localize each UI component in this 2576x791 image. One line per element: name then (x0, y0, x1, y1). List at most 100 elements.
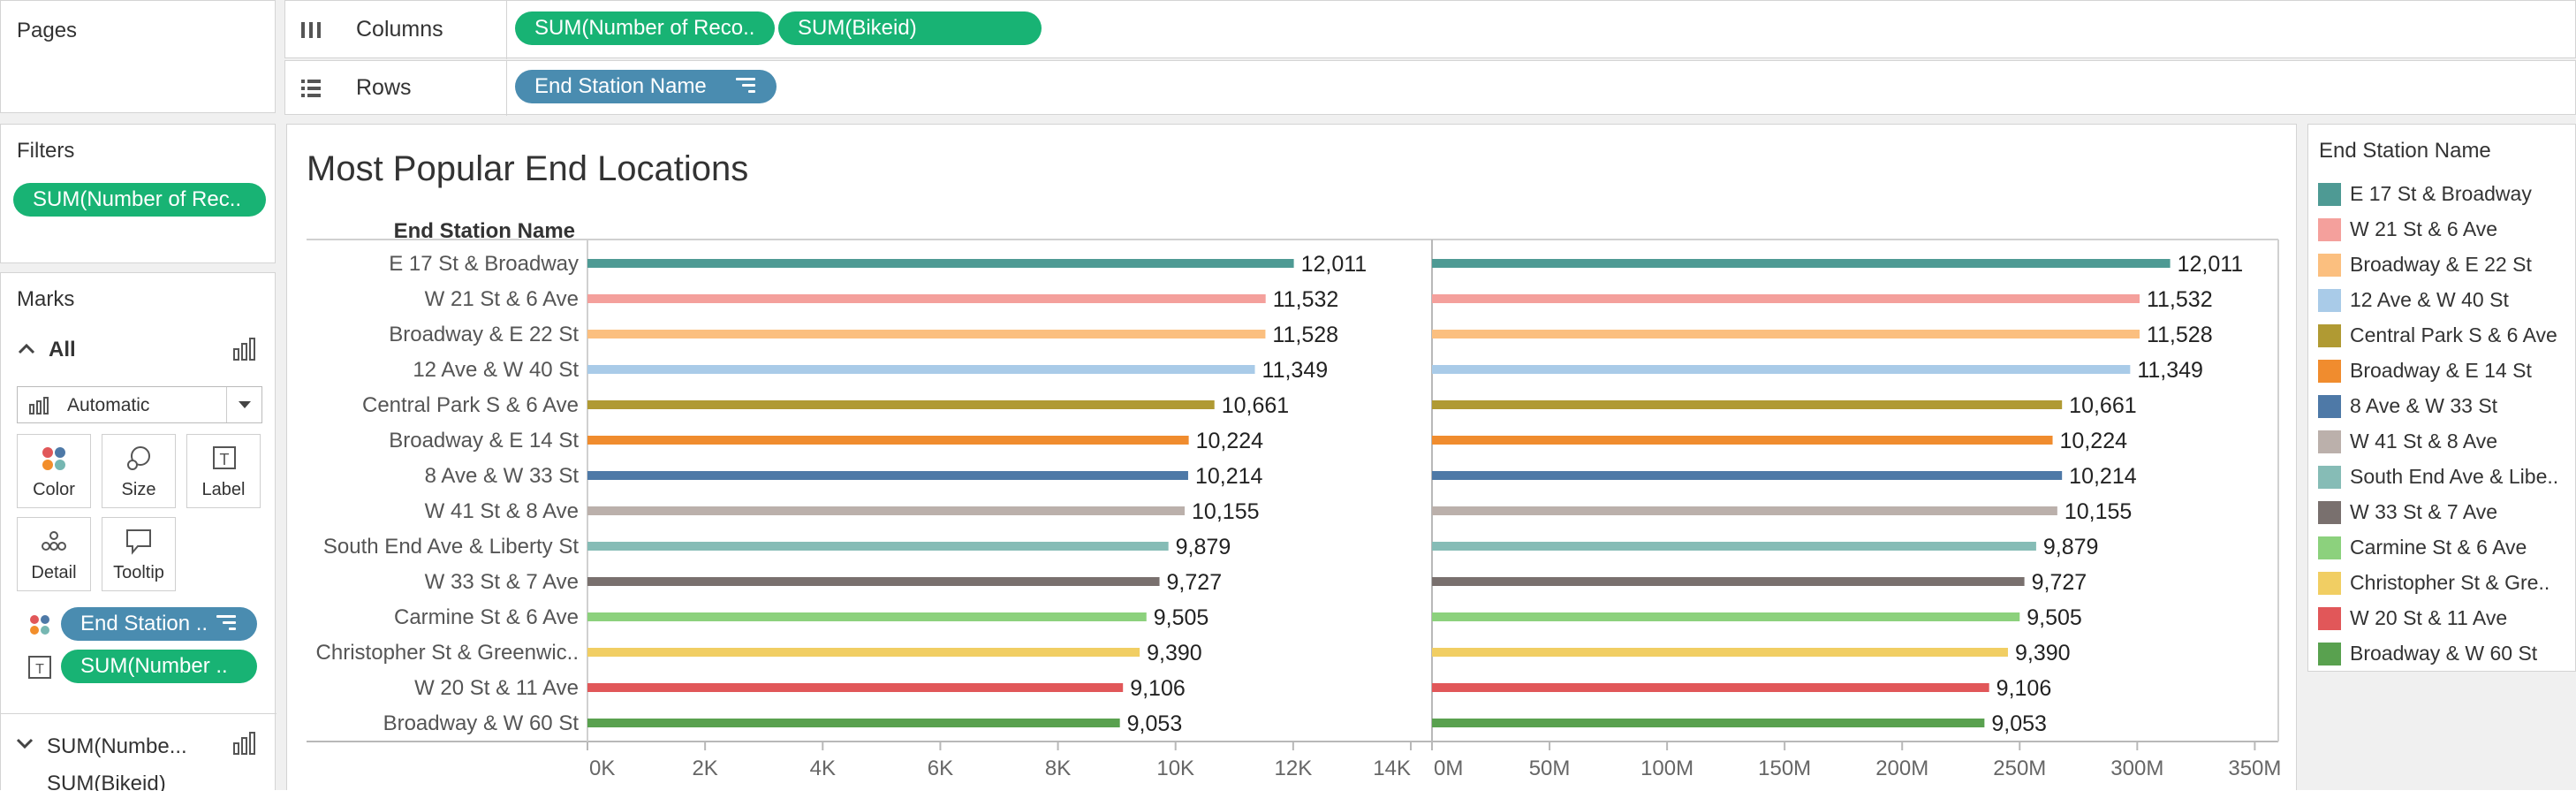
bar (587, 294, 1266, 303)
data-label: 10,224 (1196, 429, 1264, 453)
axis-tick-label: 12K (1275, 757, 1313, 780)
data-label: 10,661 (2069, 393, 2136, 418)
data-label: 10,214 (2069, 464, 2137, 489)
data-label: 11,532 (2147, 287, 2213, 312)
marks-field-label: End Station .. (80, 612, 208, 635)
bar (587, 577, 1160, 586)
legend-label: Broadway & E 22 St (2350, 253, 2532, 276)
bar (1432, 577, 2025, 586)
bar (1432, 436, 2053, 445)
data-label: 12,011 (1301, 252, 1368, 277)
marks-all-card[interactable]: All (1, 324, 277, 377)
bar (587, 612, 1147, 621)
filter-pill-number-of-records[interactable]: SUM(Number of Rec.. (13, 183, 266, 217)
columns-pill-bikeid[interactable]: SUM(Bikeid) (778, 11, 1042, 45)
detail-button-label: Detail (31, 563, 77, 582)
legend-label: Carmine St & 6 Ave (2350, 536, 2527, 559)
legend-label: Central Park S & 6 Ave (2350, 323, 2557, 346)
category-label: South End Ave & Liberty St (323, 535, 579, 559)
data-label: 10,155 (1192, 499, 1259, 524)
data-label: 9,053 (1991, 711, 2047, 736)
bar (587, 436, 1189, 445)
bar (1432, 683, 1989, 692)
mark-type-dropdown[interactable]: Automatic (17, 386, 262, 423)
size-button[interactable]: Size (102, 434, 176, 508)
legend-label: W 41 St & 8 Ave (2350, 430, 2498, 453)
shelf-divider (506, 61, 507, 116)
detail-icon (42, 531, 66, 551)
bar (1432, 400, 2063, 409)
legend-label: W 21 St & 6 Ave (2350, 217, 2498, 240)
marks-title: Marks (17, 287, 75, 311)
data-label: 9,727 (1167, 570, 1223, 595)
legend-label: 12 Ave & W 40 St (2350, 288, 2509, 311)
legend-swatch (2318, 324, 2341, 347)
legend-swatch (2318, 466, 2341, 489)
marks-field-sum-number[interactable]: SUM(Number .. (61, 650, 257, 683)
chevron-down-icon (239, 401, 251, 408)
legend-swatch (2318, 183, 2341, 206)
data-label: 10,224 (2060, 429, 2128, 453)
pages-title: Pages (17, 19, 78, 42)
legend-label: E 17 St & Broadway (2350, 182, 2532, 205)
axis-tick-label: 0M (1434, 757, 1463, 780)
legend-swatch (2318, 360, 2341, 383)
bar-chart-icon (233, 732, 255, 755)
data-label: 9,879 (1176, 535, 1231, 559)
bar (587, 259, 1294, 268)
data-label: 9,505 (1154, 605, 1209, 630)
bar (1432, 365, 2131, 374)
marks-card-label: SUM(Bikeid) (47, 775, 166, 791)
bar (587, 471, 1188, 480)
bar (587, 365, 1255, 374)
chart-view: Most Popular End Locations End Station N… (286, 124, 2297, 790)
bar (587, 683, 1124, 692)
svg-text:T: T (35, 662, 44, 677)
legend-label: Broadway & E 14 St (2350, 359, 2532, 382)
chevron-down-icon (16, 738, 34, 749)
tooltip-button[interactable]: Tooltip (102, 517, 176, 591)
legend-swatch (2318, 254, 2341, 277)
marks-field-end-station[interactable]: End Station .. (61, 607, 257, 641)
data-label: 9,106 (1996, 676, 2052, 701)
rows-shelf[interactable]: Rows End Station Name (284, 60, 2576, 116)
rows-icon (301, 80, 321, 97)
bar (587, 542, 1169, 551)
size-icon (127, 446, 150, 470)
axis-tick-label: 2K (692, 757, 717, 780)
legend-label: Christopher St & Gre.. (2350, 571, 2550, 594)
marks-card-sum-number[interactable]: SUM(Numbe... (1, 724, 277, 768)
label-button[interactable]: T Label (186, 434, 261, 508)
columns-label: Columns (356, 17, 443, 42)
data-label: 11,349 (2137, 358, 2203, 383)
data-label: 9,879 (2043, 535, 2099, 559)
category-label: W 21 St & 6 Ave (425, 287, 579, 311)
chevron-up-icon (18, 343, 35, 354)
columns-shelf[interactable]: Columns SUM(Number of Reco.. SUM(Bikeid) (284, 0, 2576, 59)
axis-tick-label: 300M (2110, 757, 2163, 780)
axis-tick-label: 10K (1156, 757, 1194, 780)
legend-swatch (2318, 430, 2341, 453)
legend-label: 8 Ave & W 33 St (2350, 394, 2498, 417)
legend-panel: End Station Name (2307, 124, 2576, 672)
pages-panel: Pages (0, 0, 276, 113)
color-icon (42, 447, 65, 470)
detail-button[interactable]: Detail (17, 517, 91, 591)
color-button[interactable]: Color (17, 434, 91, 508)
bar (1432, 259, 2171, 268)
data-label: 10,155 (2065, 499, 2132, 524)
marks-card-sum-bikeid[interactable]: SUM(Bikeid) (1, 775, 277, 791)
legend-label: W 20 St & 11 Ave (2350, 606, 2508, 629)
legend-swatch (2318, 218, 2341, 241)
axis-tick-label: 200M (1875, 757, 1928, 780)
columns-pill-number-of-records[interactable]: SUM(Number of Reco.. (515, 11, 775, 45)
sort-descending-icon (216, 615, 236, 633)
rows-label: Rows (356, 75, 412, 100)
category-label: Christopher St & Greenwic.. (316, 641, 579, 665)
bar (587, 719, 1120, 727)
data-label: 11,528 (1272, 323, 1338, 347)
data-label: 9,505 (2027, 605, 2082, 630)
data-label: 9,390 (2015, 641, 2071, 666)
rows-pill-end-station-name[interactable]: End Station Name (515, 70, 777, 103)
bar (1432, 542, 2036, 551)
